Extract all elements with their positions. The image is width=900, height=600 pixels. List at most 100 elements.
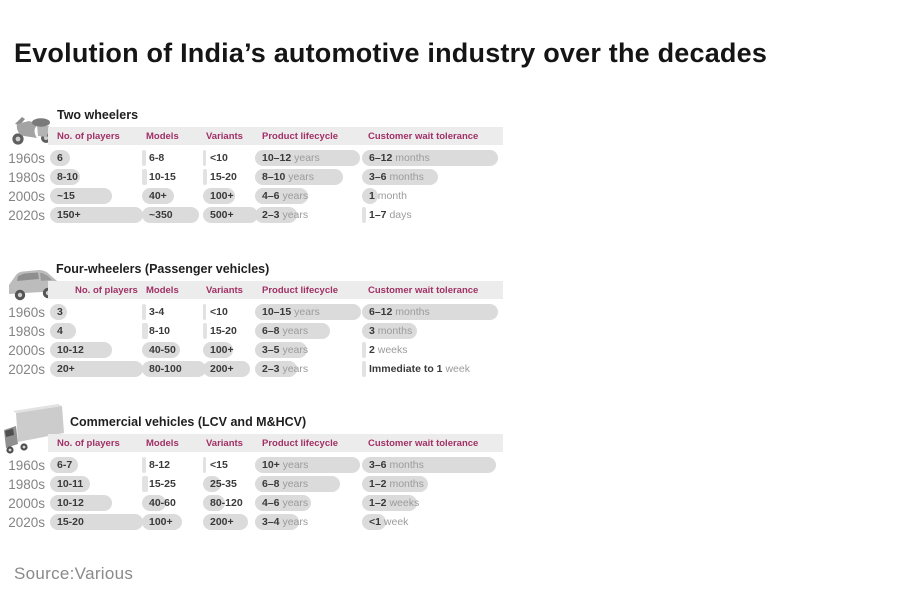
value-pill <box>362 169 438 185</box>
cell-value: 3–6 <box>369 171 387 183</box>
cell-value: 1 <box>369 190 375 202</box>
value-pill <box>362 323 417 339</box>
column-header: No. of players <box>75 285 138 296</box>
section-title: Commercial vehicles (LCV and M&HCV) <box>70 415 307 429</box>
cell-text: 1–2 months <box>369 475 424 494</box>
cell-value: 80-120 <box>210 497 243 509</box>
cell-value: 200+ <box>210 363 234 375</box>
cell-value: 80-100 <box>149 363 182 375</box>
value-pill <box>362 457 496 473</box>
cell-value: 6–12 <box>369 306 393 318</box>
cell-value: 10-15 <box>149 171 176 183</box>
cell-text: 2–3 years <box>262 360 308 379</box>
cell-unit: weeks <box>386 497 420 509</box>
value-pill <box>142 495 166 511</box>
min-bar <box>142 169 147 185</box>
column-header: Product lifecycle <box>262 438 339 449</box>
value-pill <box>142 514 182 530</box>
cell-value: 15-25 <box>149 478 176 490</box>
cell-value: <15 <box>210 459 228 471</box>
min-bar <box>203 457 206 473</box>
table-row: 2000s 10-12 40-60 80-120 4–6 years 1–2 weeks <box>0 494 520 513</box>
row-label: 2020s <box>8 208 45 223</box>
cell-unit: years <box>279 459 309 471</box>
row-label: 1980s <box>8 170 45 185</box>
cell-text: 40-60 <box>149 494 176 513</box>
cell-text: 10-12 <box>57 341 84 360</box>
column-header: Product lifecycle <box>262 285 339 296</box>
column-header: No. of players <box>57 438 120 449</box>
table-row: 1980s 10-11 15-25 25-35 6–8 years 1–2 months <box>0 475 520 494</box>
page-title: Evolution of India’s automotive industry… <box>14 38 768 68</box>
cell-unit: months <box>392 152 430 164</box>
value-pill <box>142 342 180 358</box>
cell-text: 40+ <box>149 187 167 206</box>
cell-value: 1–2 <box>369 478 387 490</box>
column-header-band <box>48 127 503 145</box>
cell-text: 6-8 <box>149 149 164 168</box>
cell-value: 10-12 <box>57 497 84 509</box>
value-pill <box>50 476 90 492</box>
cell-text: 3 <box>57 303 63 322</box>
row-label: 1980s <box>8 477 45 492</box>
cell-text: <1 week <box>369 513 408 532</box>
min-bar <box>362 361 366 377</box>
section-two-wheelers: Two wheelers No. of players Models Variants… <box>0 105 520 255</box>
column-header: Product lifecycle <box>262 131 339 142</box>
cell-text: 8–10 years <box>262 168 314 187</box>
cell-text: Immediate to 1 week <box>369 360 470 379</box>
cell-unit: months <box>374 325 413 337</box>
value-pill <box>255 495 311 511</box>
cell-value: 100+ <box>210 344 234 356</box>
min-bar <box>142 476 148 492</box>
cell-text: 8-10 <box>57 168 78 187</box>
cell-text: 10–15 years <box>262 303 320 322</box>
section-title: Two wheelers <box>57 108 139 122</box>
value-pill <box>50 304 67 320</box>
cell-value: 6–8 <box>262 478 280 490</box>
row-label: 1960s <box>8 305 45 320</box>
cell-value: 2 <box>369 344 375 356</box>
column-header: Variants <box>206 131 243 142</box>
value-pill <box>50 323 76 339</box>
value-pill <box>50 188 112 204</box>
value-pill <box>362 495 417 511</box>
cell-unit: months <box>386 459 424 471</box>
value-pill <box>142 361 206 377</box>
table-row: 2000s ~15 40+ 100+ 4–6 years 1 month <box>0 187 520 206</box>
cell-value: 25-35 <box>210 478 237 490</box>
cell-unit: years <box>285 171 314 183</box>
cell-value: <1 <box>369 516 381 528</box>
value-pill <box>362 514 386 530</box>
value-pill <box>255 207 297 223</box>
cell-value: 3-4 <box>149 306 165 318</box>
cell-value: 40-60 <box>149 497 176 509</box>
cell-text: 4–6 years <box>262 187 308 206</box>
cell-text: <10 <box>210 303 228 322</box>
min-bar <box>203 169 207 185</box>
value-pill <box>203 188 235 204</box>
value-pill <box>362 304 498 320</box>
cell-unit: month <box>374 190 407 202</box>
cell-unit: years <box>279 516 309 528</box>
value-pill <box>50 169 80 185</box>
cell-value: 1–2 <box>369 497 387 509</box>
cell-text: 100+ <box>210 341 234 360</box>
table-row: 1960s 6 6-8 <10 10–12 years 6–12 months <box>0 149 520 168</box>
cell-unit: week <box>380 516 409 528</box>
value-pill <box>142 207 199 223</box>
cell-value: 3 <box>57 306 63 318</box>
column-header: Models <box>146 131 179 142</box>
value-pill <box>255 188 308 204</box>
cell-text: ~350 <box>149 206 173 225</box>
row-label: 2020s <box>8 362 45 377</box>
cell-value: 40-50 <box>149 344 176 356</box>
cell-value: 150+ <box>57 209 81 221</box>
cell-unit: weeks <box>374 344 408 356</box>
row-label: 1980s <box>8 324 45 339</box>
value-pill <box>50 342 112 358</box>
value-pill <box>255 361 297 377</box>
cell-text: 20+ <box>57 360 75 379</box>
table-row: 2000s 10-12 40-50 100+ 3–5 years 2 weeks <box>0 341 520 360</box>
row-label: 2000s <box>8 189 45 204</box>
